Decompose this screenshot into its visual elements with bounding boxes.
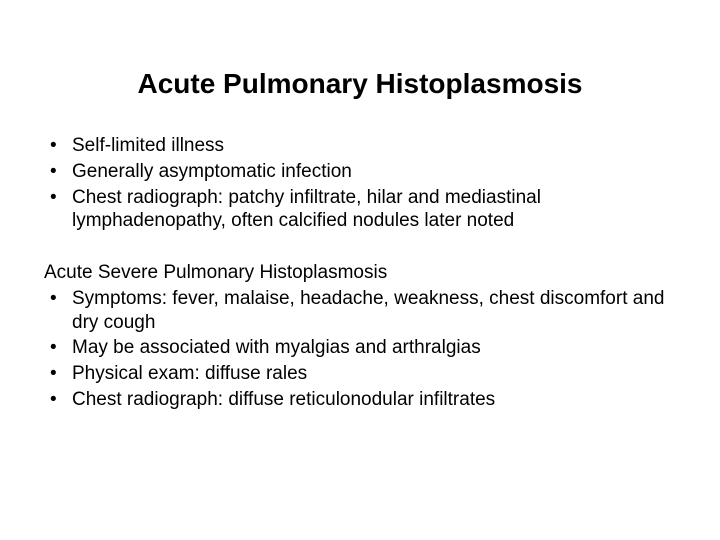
bullet-text: Symptoms: fever, malaise, headache, weak… [72, 287, 680, 335]
list-item: • Chest radiograph: patchy infiltrate, h… [44, 186, 680, 234]
list-item: • Symptoms: fever, malaise, headache, we… [44, 287, 680, 335]
bullet-text: May be associated with myalgias and arth… [72, 336, 680, 360]
bullet-icon: • [44, 287, 72, 335]
bullet-icon: • [44, 388, 72, 412]
bullet-icon: • [44, 160, 72, 184]
bullet-icon: • [44, 186, 72, 234]
list-item: • May be associated with myalgias and ar… [44, 336, 680, 360]
section2-bullets: • Symptoms: fever, malaise, headache, we… [44, 287, 680, 412]
bullet-text: Chest radiograph: patchy infiltrate, hil… [72, 186, 680, 234]
section1-bullets: • Self-limited illness • Generally asymp… [44, 134, 680, 233]
list-item: • Physical exam: diffuse rales [44, 362, 680, 386]
bullet-icon: • [44, 134, 72, 158]
bullet-text: Chest radiograph: diffuse reticulonodula… [72, 388, 680, 412]
list-item: • Chest radiograph: diffuse reticulonodu… [44, 388, 680, 412]
section2-heading: Acute Severe Pulmonary Histoplasmosis [44, 261, 680, 285]
bullet-icon: • [44, 362, 72, 386]
bullet-text: Self-limited illness [72, 134, 680, 158]
bullet-text: Physical exam: diffuse rales [72, 362, 680, 386]
bullet-icon: • [44, 336, 72, 360]
slide-title: Acute Pulmonary Histoplasmosis [40, 68, 680, 100]
list-item: • Self-limited illness [44, 134, 680, 158]
bullet-text: Generally asymptomatic infection [72, 160, 680, 184]
list-item: • Generally asymptomatic infection [44, 160, 680, 184]
